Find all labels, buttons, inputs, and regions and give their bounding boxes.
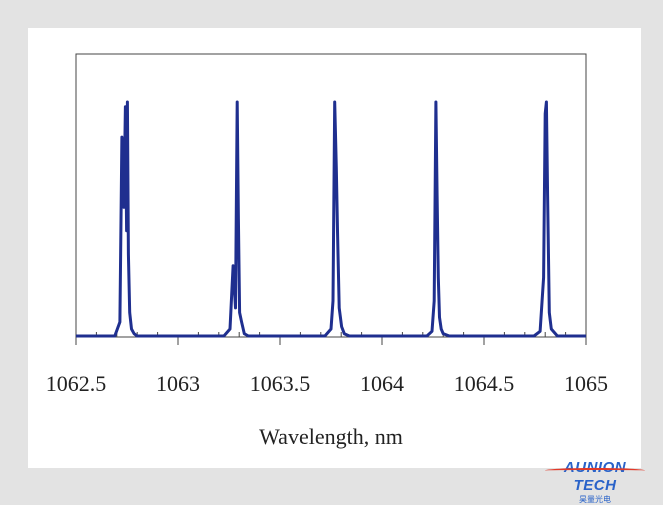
axes: [75, 53, 587, 345]
chart-svg: 1062.5 1063 1063.5 1064 1064.5 1065 Wavelengt…: [46, 53, 608, 449]
logo-swoosh: [545, 468, 645, 473]
x-tick-label: 1065: [564, 371, 608, 396]
spectrum-line: [76, 100, 586, 338]
x-tick-label: 1063.5: [250, 371, 311, 396]
x-tick-label: 1062.5: [46, 371, 107, 396]
brand-logo: AUNION TECH 昊量光电: [541, 459, 649, 504]
x-tick-label: 1064: [360, 371, 404, 396]
plot-marks: [76, 100, 586, 338]
logo-subtext: 昊量光电: [579, 495, 611, 504]
x-axis-title: Wavelength, nm: [259, 424, 403, 449]
x-tick-label: 1064.5: [454, 371, 515, 396]
chart-panel: 1062.5 1063 1063.5 1064 1064.5 1065 Wavelengt…: [28, 28, 641, 468]
x-tick-label: 1063: [156, 371, 200, 396]
tick-labels: 1062.5 1063 1063.5 1064 1064.5 1065: [46, 371, 608, 396]
logo-text: AUNION TECH: [563, 459, 627, 494]
plot-frame: [75, 53, 587, 338]
